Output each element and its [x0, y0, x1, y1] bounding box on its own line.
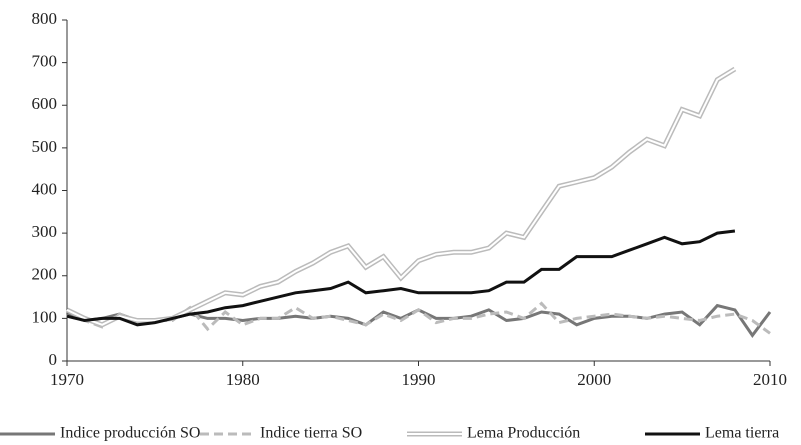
line-inner	[66, 68, 736, 326]
y-tick-label: 300	[32, 222, 58, 241]
y-tick-label: 0	[49, 350, 58, 369]
legend-label: Lema Producción	[467, 425, 580, 442]
legend-label: Lema tierra	[705, 425, 779, 442]
y-tick-label: 800	[32, 9, 58, 28]
line	[65, 66, 737, 328]
line	[66, 229, 736, 327]
y-tick-label: 100	[32, 307, 58, 326]
y-tick-label: 500	[32, 137, 58, 156]
legend-label: Indice tierra SO	[260, 425, 362, 442]
x-tick-label: 2000	[577, 370, 611, 389]
y-tick-label: 200	[32, 265, 58, 284]
x-tick-label: 2010	[753, 370, 787, 389]
legend-label: Indice producción SO	[60, 425, 200, 442]
x-tick-label: 1970	[50, 370, 84, 389]
y-tick-label: 700	[32, 52, 58, 71]
y-tick-label: 600	[32, 94, 58, 113]
x-tick-label: 1980	[226, 370, 260, 389]
y-tick-label: 400	[32, 179, 58, 198]
x-tick-label: 1990	[402, 370, 436, 389]
